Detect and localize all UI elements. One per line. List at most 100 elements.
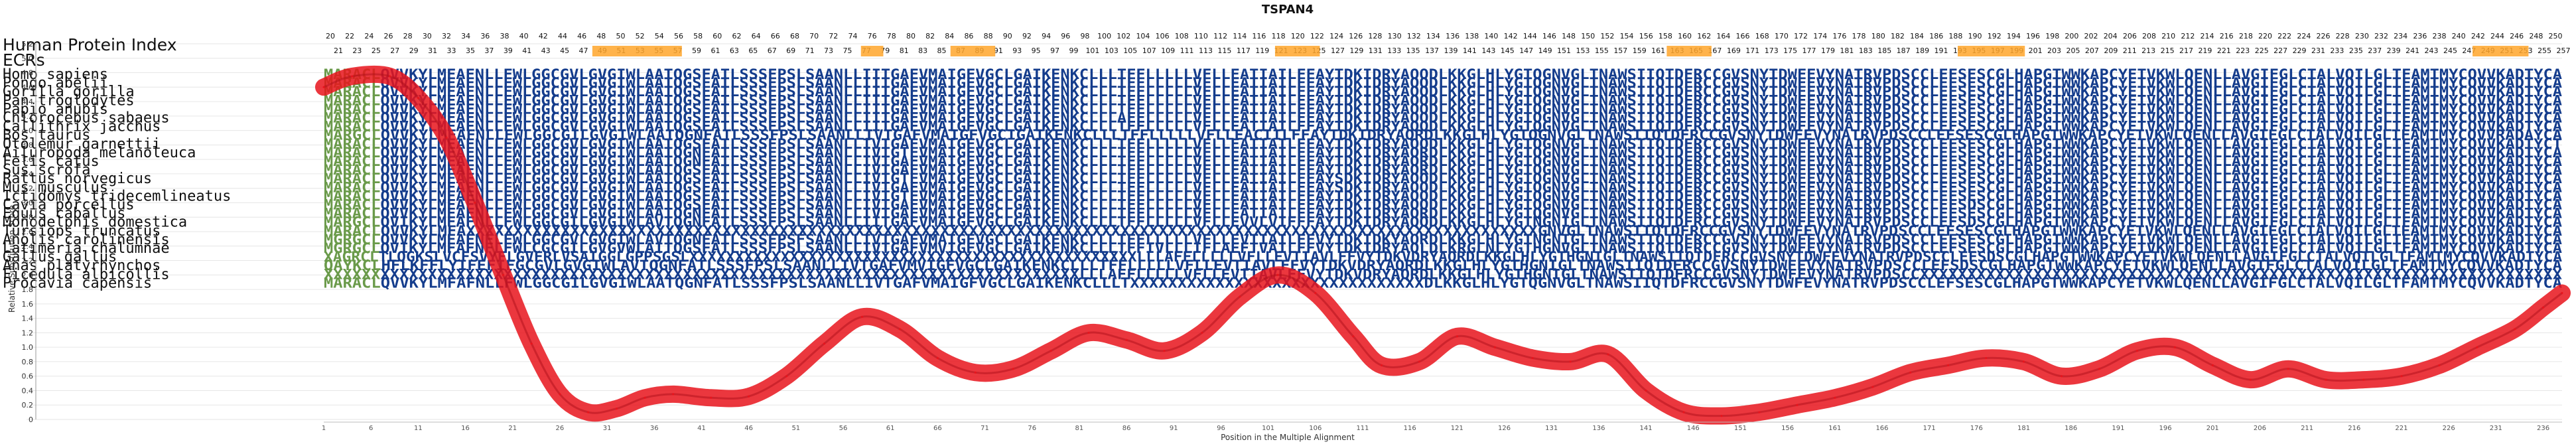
- sequence-head: XAGRCL: [324, 249, 379, 265]
- x-tick-label: 91: [1170, 425, 1178, 432]
- sequence-row: MARACL QVVKYLMFAFNLLFWLGGCGILGVGIWLAATQGN…: [324, 275, 2562, 291]
- series-point: [1607, 353, 1609, 356]
- position-number: 190: [1968, 32, 1982, 40]
- sequence-row: MARACL QVVKYLMFAXXXXXXXXXXXXXXXXXXXXXXXXX…: [324, 223, 2562, 240]
- y-tick-label: 4.2: [22, 112, 34, 121]
- x-tick-label: 71: [981, 425, 989, 432]
- sequence-row: MARACL QVVKYLMFAFNLLFWLGGCGVLGVGIWLAATQGN…: [324, 153, 2562, 170]
- position-number: 27: [390, 46, 399, 55]
- position-number: 78: [887, 32, 896, 40]
- position-number: 189: [1915, 46, 1929, 55]
- position-number: 161: [1651, 46, 1665, 55]
- position-number: 80: [906, 32, 915, 40]
- sequence-body: QVIKYLMFAFNLLFWLGGCGILGVGIWLAVTQGNFATLSS…: [380, 214, 2562, 231]
- x-tick-label: 216: [2348, 425, 2360, 432]
- position-number: 119: [1255, 46, 1269, 55]
- sequence-row: XAGRCL TLQGKSLVCFSVYFLGVFRLVSAIGGLGPPSGSL…: [324, 249, 2562, 265]
- series-point: [644, 396, 646, 399]
- sequence-head: MARACL: [324, 145, 380, 161]
- position-number: 209: [2104, 46, 2118, 55]
- position-number: 90: [1003, 32, 1012, 40]
- y-tick-label: 3.2: [22, 185, 34, 193]
- position-number: 242: [2471, 32, 2485, 40]
- position-number: 81: [900, 46, 909, 55]
- position-number: 235: [2349, 46, 2363, 55]
- position-number: 38: [500, 32, 509, 40]
- position-number: 213: [2141, 46, 2155, 55]
- position-number: 127: [1331, 46, 1345, 55]
- position-number: 155: [1595, 46, 1609, 55]
- x-tick-label: 201: [2206, 425, 2219, 432]
- series-point: [2514, 328, 2516, 331]
- x-tick-label: 111: [1356, 425, 1369, 432]
- y-tick-label: 3.6: [22, 155, 34, 164]
- y-tick-label: 0.2: [22, 401, 34, 410]
- position-number: 238: [2433, 32, 2447, 40]
- series-point: [1125, 338, 1128, 341]
- position-number: 222: [2277, 32, 2291, 40]
- sequence-row: MARACL QVVKYLMFAFNLLFWLGGCGVLGVGIWLAATQGS…: [324, 110, 2562, 127]
- position-number: 178: [1852, 32, 1866, 40]
- y-tick-label: 2.4: [22, 242, 34, 251]
- sequence-body: QVVKYLMFAFNLLFWLGGCGVLGVGIWLAATQGSFATLSS…: [380, 171, 2562, 187]
- position-number: 248: [2529, 32, 2543, 40]
- position-number: 82: [925, 32, 935, 40]
- sequence-row: MARGCL QVIKYLMFAFNLLFWLGGCGILGVGIWLAVTQGN…: [324, 214, 2562, 231]
- species-label: Cavia porcellus: [3, 197, 135, 214]
- x-tick-label: 121: [1451, 425, 1463, 432]
- sequence-row: MGRGCL QVVKYLMFAFNFLFWLGGCGVLGVGIWLAVTQGN…: [324, 232, 2562, 248]
- series-point: [2400, 375, 2403, 378]
- position-number: 220: [2258, 32, 2272, 40]
- x-tick-label: 166: [1875, 425, 1888, 432]
- sequence-body: QVIKYLMFAFNFLFWLCGCGILGVGVWLAITQGSFATLSS…: [380, 240, 2562, 257]
- position-number: 104: [1136, 32, 1150, 40]
- x-tick-label: 211: [2301, 425, 2313, 432]
- position-number: 143: [1481, 46, 1495, 55]
- position-number: 244: [2490, 32, 2504, 40]
- y-tick-label: 1.2: [22, 329, 34, 337]
- position-number: 102: [1117, 32, 1130, 40]
- position-number: 31: [428, 46, 437, 55]
- position-number: 231: [2311, 46, 2325, 55]
- sequence-body: QVVKYLMFAFNLLFWLGGCGVLGVGIWLAATQGNFATLSS…: [380, 153, 2562, 170]
- position-number: 154: [1620, 32, 1634, 40]
- sequence-head: MARGCL: [324, 127, 381, 144]
- position-number: 134: [1426, 32, 1440, 40]
- series-point: [559, 393, 561, 396]
- position-number: 186: [1929, 32, 1943, 40]
- x-tick-label: 86: [1122, 425, 1131, 432]
- series-point: [2325, 378, 2327, 381]
- position-number: 218: [2239, 32, 2253, 40]
- x-tick-label: 186: [2065, 425, 2077, 432]
- sequence-row: MARACL QVVKYLMFAFNLLFWLGGCGVLGVGIWLAATQGS…: [324, 171, 2562, 187]
- x-axis: 1 6 11 16 21 26 31 36 41 46 51 56 61 66 71 76 81 86 91 96 10…: [322, 421, 2562, 432]
- position-number: 88: [984, 32, 993, 40]
- position-number: 107: [1142, 46, 1156, 55]
- species-label: Pan troglodytes: [3, 92, 135, 109]
- position-number: 203: [2047, 46, 2061, 55]
- position-number: 54: [655, 32, 664, 40]
- series-point: [1834, 396, 1836, 399]
- x-tick-label: 56: [839, 425, 848, 432]
- position-number: 169: [1727, 46, 1741, 55]
- sequence-head: MARACL: [324, 153, 380, 170]
- position-number: 129: [1349, 46, 1363, 55]
- sequence-head: MARACL: [324, 136, 380, 153]
- sequence-head: MARACL: [324, 188, 380, 204]
- y-tick-label: 0.6: [22, 372, 34, 381]
- position-number: 224: [2297, 32, 2311, 40]
- position-number: 198: [2045, 32, 2059, 40]
- position-number: 142: [1504, 32, 1518, 40]
- x-tick-label: 206: [2254, 425, 2266, 432]
- series-point: [1352, 335, 1355, 338]
- position-number: 137: [1425, 46, 1439, 55]
- position-number: 202: [2084, 32, 2098, 40]
- x-tick-label: 131: [1545, 425, 1558, 432]
- position-number: 139: [1444, 46, 1458, 55]
- position-number: 144: [1523, 32, 1537, 40]
- series-point: [2287, 368, 2289, 370]
- sequence-row: MARACL QVVKYLMFAFNLLFWLGGCGVLGVGIWLAATQGN…: [324, 145, 2562, 161]
- sequence-row: MARACL QVVKYLMFAFNLLFWLGGCGVLGVGIWLAATQGS…: [324, 92, 2562, 109]
- position-number: 76: [868, 32, 877, 40]
